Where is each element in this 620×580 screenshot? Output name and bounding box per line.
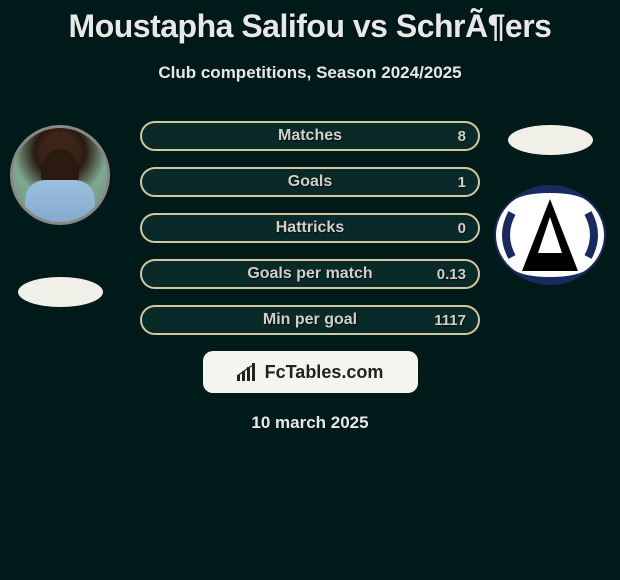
stat-row: Hattricks 0 <box>140 213 480 243</box>
stat-row: Goals per match 0.13 <box>140 259 480 289</box>
stat-label: Min per goal <box>263 311 357 329</box>
stat-right-value: 0.13 <box>437 266 466 283</box>
footer-date: 10 march 2025 <box>0 413 620 433</box>
player-left-column <box>10 125 110 307</box>
stat-label: Matches <box>278 127 342 145</box>
footer-brand-text: FcTables.com <box>265 362 384 383</box>
stat-right-value: 1 <box>458 174 466 191</box>
footer-brand-box[interactable]: FcTables.com <box>203 351 418 393</box>
arminia-badge-icon <box>490 175 610 295</box>
player-right-club-badge <box>490 175 610 295</box>
stat-label: Goals <box>288 173 332 191</box>
content-area: Matches 8 Goals 1 Hattricks 0 Goals per … <box>0 115 620 433</box>
stat-label: Goals per match <box>247 265 372 283</box>
stat-row: Matches 8 <box>140 121 480 151</box>
comparison-card: Moustapha Salifou vs SchrÃ¶ers Club comp… <box>0 0 620 580</box>
subtitle: Club competitions, Season 2024/2025 <box>0 63 620 83</box>
stat-row: Goals 1 <box>140 167 480 197</box>
stat-right-value: 0 <box>458 220 466 237</box>
bar-chart-icon <box>237 363 259 381</box>
player-right-column <box>490 125 610 295</box>
stat-right-value: 8 <box>458 128 466 145</box>
stat-label: Hattricks <box>276 219 344 237</box>
player-left-flag <box>18 277 103 307</box>
player-right-flag <box>508 125 593 155</box>
stat-right-value: 1117 <box>434 312 466 329</box>
stat-row: Min per goal 1117 <box>140 305 480 335</box>
page-title: Moustapha Salifou vs SchrÃ¶ers <box>0 0 620 45</box>
player-left-avatar <box>10 125 110 225</box>
stat-rows: Matches 8 Goals 1 Hattricks 0 Goals per … <box>140 115 480 335</box>
